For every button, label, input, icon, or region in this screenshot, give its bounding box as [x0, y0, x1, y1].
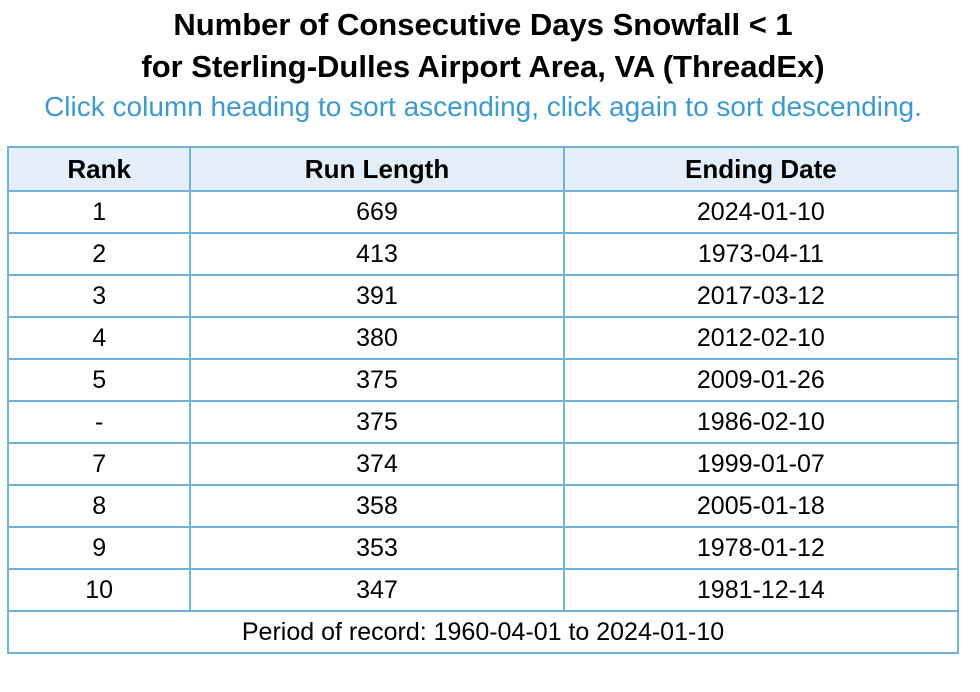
- page-title-line1: Number of Consecutive Days Snowfall < 1: [173, 7, 793, 42]
- run-length-cell: 353: [189, 526, 565, 570]
- period-of-record: Period of record: 1960-04-01 to 2024-01-…: [7, 610, 959, 654]
- run-length-cell: 375: [189, 400, 565, 444]
- ending-date-cell: 1981-12-14: [562, 568, 960, 612]
- page-title-line2: for Sterling-Dulles Airport Area, VA (Th…: [141, 49, 825, 84]
- table-header-row: Rank Run Length Ending Date: [6, 146, 960, 192]
- table-row: 4 380 2012-02-10: [6, 316, 960, 360]
- ending-date-cell: 1973-04-11: [562, 232, 960, 276]
- rank-cell: 9: [6, 526, 192, 570]
- table-row: 9 353 1978-01-12: [6, 526, 960, 570]
- ending-date-cell: 1978-01-12: [562, 526, 960, 570]
- sort-instructions: Click column heading to sort ascending, …: [44, 91, 922, 122]
- column-header-run-length[interactable]: Run Length: [189, 146, 565, 192]
- table-row: 10 347 1981-12-14: [6, 568, 960, 612]
- rank-cell: 4: [6, 316, 192, 360]
- table-row: 2 413 1973-04-11: [6, 232, 960, 276]
- rank-cell: 10: [6, 568, 192, 612]
- run-length-cell: 669: [189, 190, 565, 234]
- run-length-cell: 413: [189, 232, 565, 276]
- ending-date-cell: 2012-02-10: [562, 316, 960, 360]
- ending-date-cell: 1999-01-07: [562, 442, 960, 486]
- rank-cell: 5: [6, 358, 192, 402]
- table-footer-row: Period of record: 1960-04-01 to 2024-01-…: [7, 610, 959, 654]
- rank-cell: 8: [6, 484, 192, 528]
- rank-cell: 3: [6, 274, 192, 318]
- ending-date-cell: 2005-01-18: [562, 484, 960, 528]
- rank-cell: 2: [6, 232, 192, 276]
- table-row: 3 391 2017-03-12: [6, 274, 960, 318]
- rank-cell: -: [6, 400, 192, 444]
- results-table: Rank Run Length Ending Date 1 669 2024-0…: [6, 146, 960, 654]
- column-header-ending-date[interactable]: Ending Date: [562, 146, 960, 192]
- ending-date-cell: 1986-02-10: [562, 400, 960, 444]
- table-row: 5 375 2009-01-26: [6, 358, 960, 402]
- run-length-cell: 374: [189, 442, 565, 486]
- column-header-rank[interactable]: Rank: [6, 146, 192, 192]
- table-row: 8 358 2005-01-18: [6, 484, 960, 528]
- run-length-cell: 358: [189, 484, 565, 528]
- run-length-cell: 375: [189, 358, 565, 402]
- ending-date-cell: 2017-03-12: [562, 274, 960, 318]
- table-row: - 375 1986-02-10: [6, 400, 960, 444]
- run-length-cell: 347: [189, 568, 565, 612]
- run-length-cell: 380: [189, 316, 565, 360]
- run-length-cell: 391: [189, 274, 565, 318]
- table-row: 7 374 1999-01-07: [6, 442, 960, 486]
- ending-date-cell: 2009-01-26: [562, 358, 960, 402]
- rank-cell: 1: [6, 190, 192, 234]
- ending-date-cell: 2024-01-10: [562, 190, 960, 234]
- rank-cell: 7: [6, 442, 192, 486]
- table-row: 1 669 2024-01-10: [6, 190, 960, 234]
